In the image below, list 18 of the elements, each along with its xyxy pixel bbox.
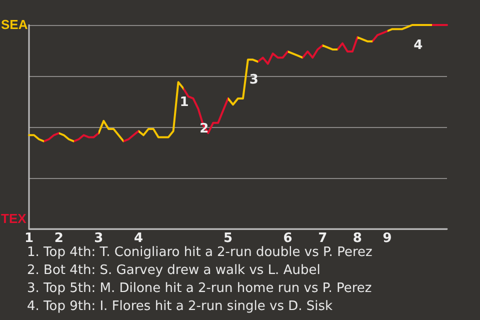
text: 4. Top 9th: I. Flores hit a 2-run single vs D. Sisk <box>27 299 334 314</box>
x-tick-label: 9 <box>382 231 392 246</box>
x-tick-label: 3 <box>94 231 104 246</box>
x-tick-label: 5 <box>224 231 233 246</box>
x-tick-label: 8 <box>352 231 362 246</box>
text: 2. Bot 4th: S. Garvey drew a walk vs L. Aubel <box>27 263 320 278</box>
annotation: 4 <box>414 38 423 53</box>
x-tick-label: 4 <box>134 231 143 246</box>
annotation: 3 <box>249 72 258 88</box>
text: 1. Top 4th: T. Conigliaro hit a 2-run double vs P. Perez <box>27 245 372 260</box>
text: SEA <box>1 17 28 32</box>
annotation: 1 <box>180 95 189 110</box>
x-tick-label: 6 <box>283 231 292 246</box>
text: 3. Top 5th: M. Dilone hit a 2-run home run vs P. Perez <box>27 281 372 296</box>
x-tick-label: 1 <box>24 231 34 246</box>
x-tick-label: 2 <box>54 231 64 246</box>
text: TEX <box>1 211 27 226</box>
x-tick-label: 7 <box>318 231 328 246</box>
